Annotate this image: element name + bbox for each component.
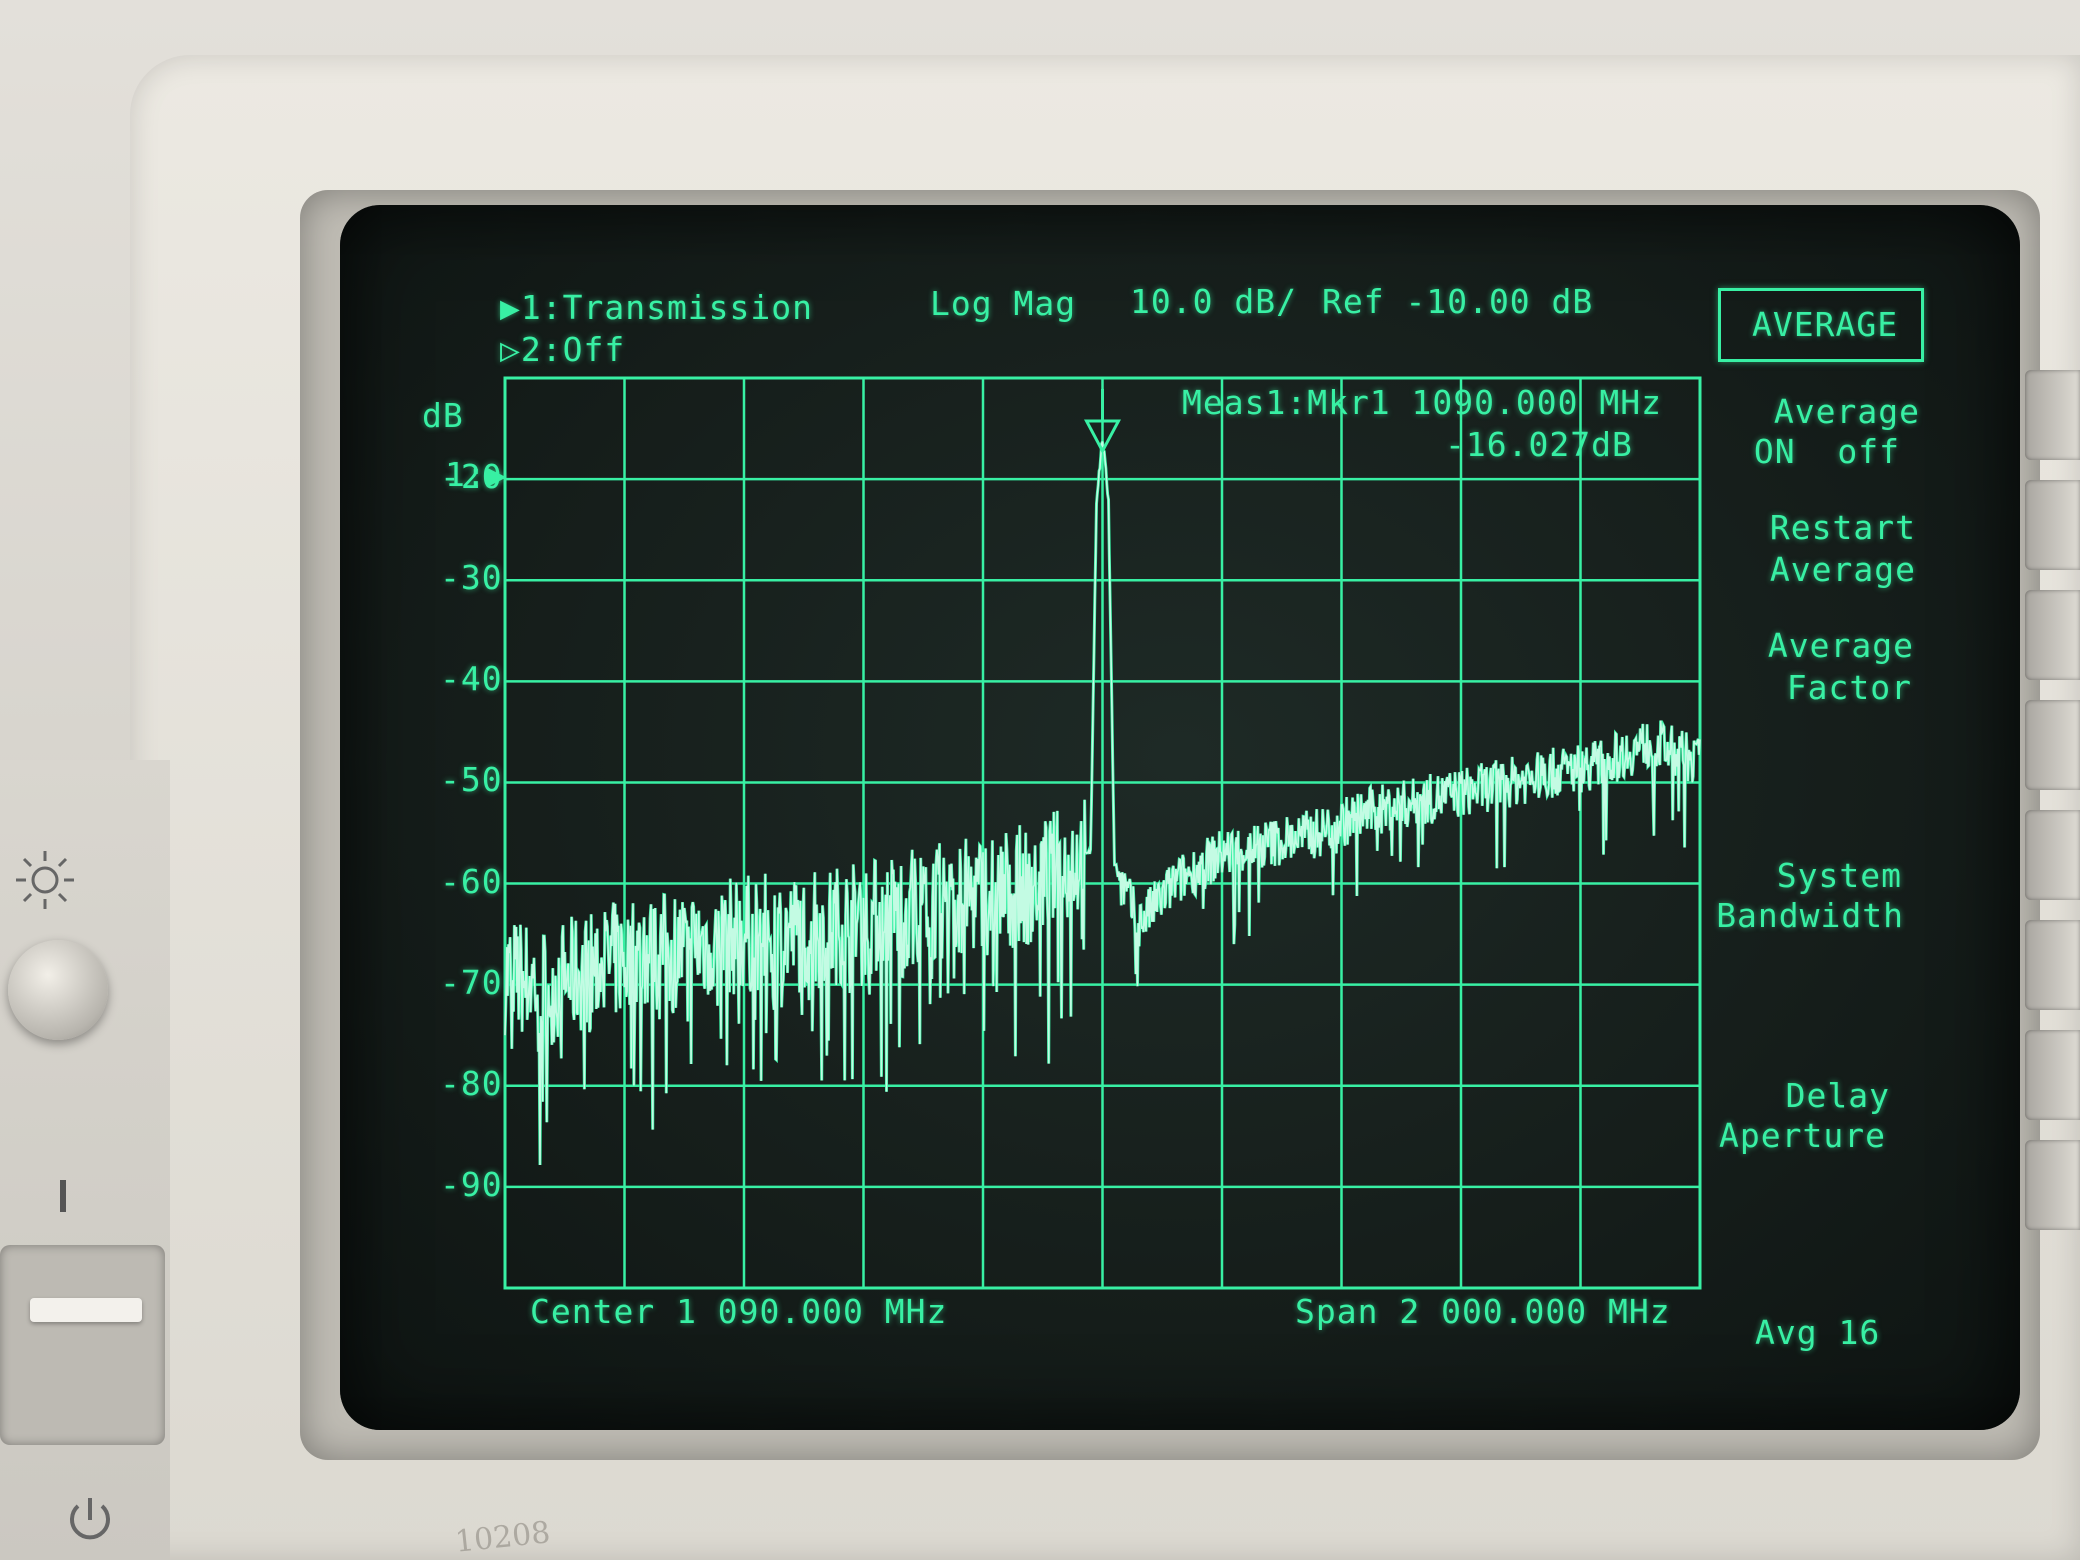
y-tick-label: -20 [440,457,503,497]
span-frequency: Span 2 000.000 MHz [1295,1292,1671,1331]
softkey-average-onoff-line1[interactable]: Average [1773,392,1920,431]
menu-title-box [1718,288,1924,362]
softkey-restart-average-line2[interactable]: Average [1769,550,1916,589]
brightness-icon [16,851,74,909]
marker-1-triangle [1084,419,1121,455]
softkey-button-5[interactable] [2025,810,2080,900]
plot-grid [503,376,1702,1290]
power-switch[interactable] [30,1298,142,1322]
softkey-button-6[interactable] [2025,920,2080,1010]
reference-label: Ref -10.00 dB [1322,282,1594,321]
marker-layer [505,376,1121,455]
marker-readout-value: -16.027dB [1445,425,1633,464]
softkey-delay-aperture-line2[interactable]: Aperture [1719,1116,1886,1155]
center-frequency: Center 1 090.000 MHz [530,1292,948,1331]
softkey-button-3[interactable] [2025,590,2080,680]
softkey-button-1[interactable] [2025,370,2080,460]
softkey-button-4[interactable] [2025,700,2080,790]
softkey-delay-aperture-line1[interactable]: Delay [1785,1076,1890,1115]
y-tick-label: -30 [440,558,503,598]
softkey-restart-average-line1[interactable]: Restart [1769,508,1916,547]
trace1-label: ▶1:Transmission [500,288,814,327]
averaging-count: Avg 16 [1755,1313,1881,1352]
softkey-button-8[interactable] [2025,1140,2080,1230]
marker-readout-freq: Meas1:Mkr1 1090.000 MHz [1182,383,1662,422]
y-tick-label: -90 [440,1164,503,1204]
format-label: Log Mag [930,284,1077,323]
trace-line [504,441,1701,1166]
scale-label: 10.0 dB/ [1130,282,1297,321]
softkey-system-bandwidth-line1[interactable]: System [1776,856,1902,895]
y-tick-label: -70 [440,962,503,1002]
power-icon [70,1498,110,1540]
y-tick-label: -40 [440,659,503,699]
softkey-average-factor-line2[interactable]: Factor [1786,668,1912,707]
brightness-knob[interactable] [8,940,108,1040]
softkey-button-7[interactable] [2025,1030,2080,1120]
y-tick-label: -80 [440,1063,503,1103]
power-switch-housing [0,1245,165,1445]
transmission-trace [503,440,1702,1166]
softkey-average-factor-line1[interactable]: Average [1767,626,1914,665]
trace2-label: ▷2:Off [500,330,626,369]
y-axis-unit: dB [422,396,464,435]
reference-position-marker: 1:▶ [445,455,508,494]
softkey-button-2[interactable] [2025,480,2080,570]
y-tick-label: -60 [440,861,503,901]
menu-title: AVERAGE [1752,305,1899,344]
softkey-average-onoff-line2[interactable]: ON off [1753,432,1900,471]
crt-screen [340,205,2020,1430]
softkey-system-bandwidth-line2[interactable]: Bandwidth [1716,896,1904,935]
power-on-mark [60,1180,66,1212]
y-tick-label: -50 [440,760,503,800]
